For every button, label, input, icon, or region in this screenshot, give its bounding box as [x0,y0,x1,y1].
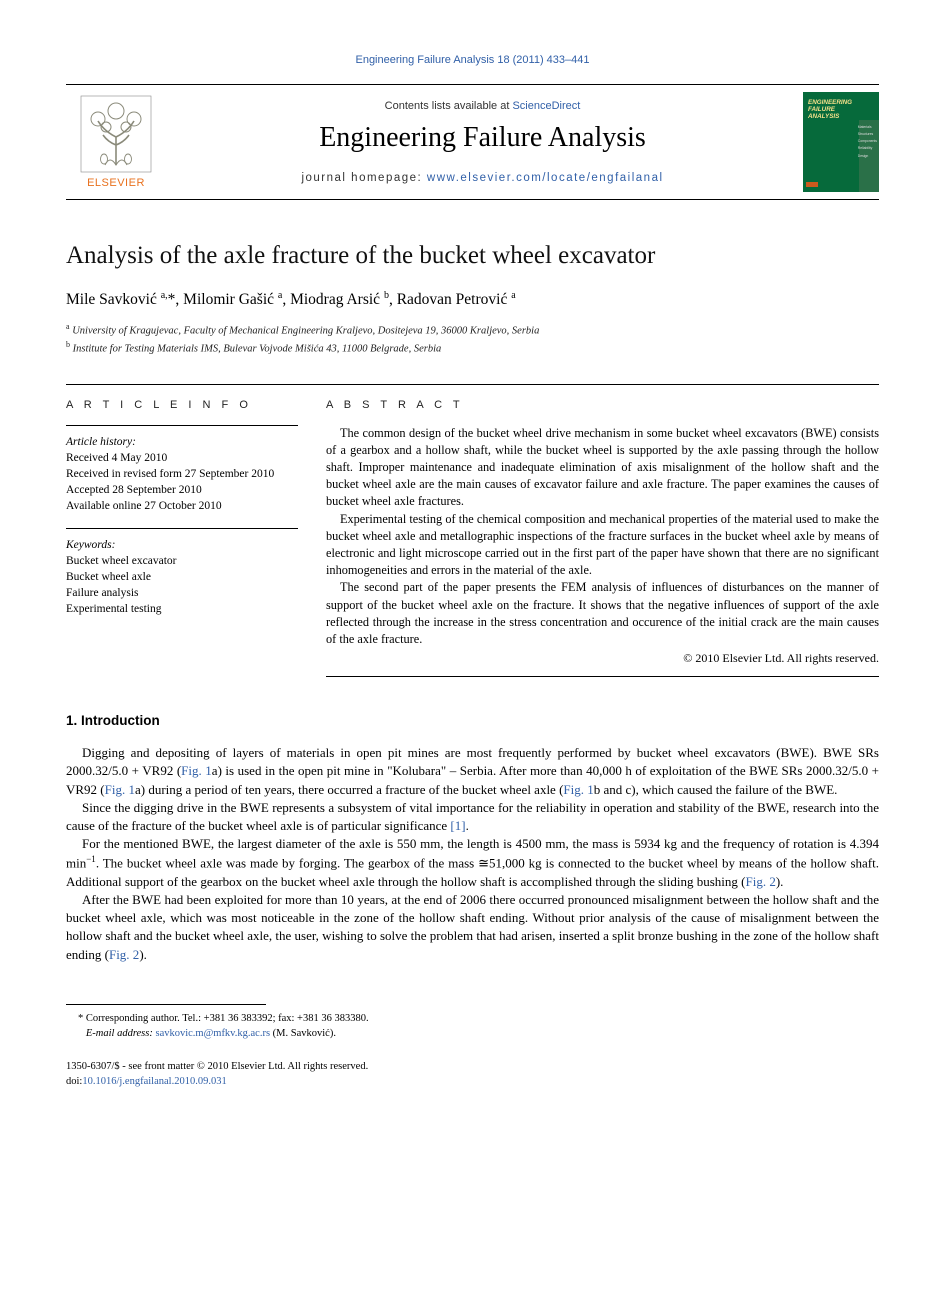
body-paragraph: For the mentioned BWE, the largest diame… [66,835,879,891]
divider [326,676,879,677]
fig-ref-link[interactable]: Fig. 2 [109,947,139,962]
elsevier-wordmark: ELSEVIER [87,177,145,189]
corr-email-link[interactable]: savkovic.m@mfkv.kg.ac.rs [155,1028,270,1039]
email-label: E-mail address: [86,1028,153,1039]
journal-header: ELSEVIER Contents lists available at Sci… [66,84,879,200]
abstract-heading: A B S T R A C T [326,399,879,411]
fig-ref-link[interactable]: Fig. 1 [105,782,135,797]
cite-ref-link[interactable]: [1] [450,818,465,833]
affiliations: a University of Kragujevac, Faculty of M… [66,321,879,357]
header-center: Contents lists available at ScienceDirec… [166,85,799,199]
abstract-paragraph: Experimental testing of the chemical com… [326,511,879,580]
keyword-item: Bucket wheel excavator [66,553,298,569]
keywords-label: Keywords: [66,537,298,553]
abstract-paragraph: The common design of the bucket wheel dr… [326,425,879,511]
keyword-item: Bucket wheel axle [66,569,298,585]
contents-prefix: Contents lists available at [385,100,513,112]
abstract-copyright: © 2010 Elsevier Ltd. All rights reserved… [326,651,879,666]
body-text: Digging and depositing of layers of mate… [66,744,879,964]
divider [66,425,298,426]
issn-line: 1350-6307/$ - see front matter © 2010 El… [66,1059,879,1074]
affiliation-item: a University of Kragujevac, Faculty of M… [66,321,879,339]
footnote-separator [66,1004,266,1005]
corr-email-who: (M. Savković). [273,1028,336,1039]
history-item: Available online 27 October 2010 [66,498,298,514]
corr-text: Corresponding author. Tel.: +381 36 3833… [86,1013,369,1024]
elsevier-logo[interactable]: ELSEVIER [66,85,166,199]
body-paragraph: After the BWE had been exploited for mor… [66,891,879,964]
fig-ref-link[interactable]: Fig. 1 [563,782,593,797]
elsevier-tree-icon [80,95,152,173]
fig-ref-link[interactable]: Fig. 2 [745,874,775,889]
history-item: Received in revised form 27 September 20… [66,466,298,482]
keywords-block: Keywords: Bucket wheel excavator Bucket … [66,537,298,617]
abstract-paragraph: The second part of the paper presents th… [326,579,879,648]
journal-name: Engineering Failure Analysis [170,122,795,154]
journal-cover-image: ENGINEERING FAILURE ANALYSIS Materials S… [803,92,879,192]
history-item: Accepted 28 September 2010 [66,482,298,498]
info-abstract-row: A R T I C L E I N F O Article history: R… [66,384,879,678]
article-title: Analysis of the axle fracture of the buc… [66,242,879,270]
article-info-column: A R T I C L E I N F O Article history: R… [66,385,322,678]
fig-ref-link[interactable]: Fig. 1 [181,763,212,778]
keyword-item: Failure analysis [66,585,298,601]
abstract-text: The common design of the bucket wheel dr… [326,425,879,649]
sciencedirect-link[interactable]: ScienceDirect [512,100,580,112]
corresponding-author-note: * Corresponding author. Tel.: +381 36 38… [66,1011,879,1041]
affiliation-item: b Institute for Testing Materials IMS, B… [66,339,879,357]
divider [66,528,298,529]
article-info-heading: A R T I C L E I N F O [66,399,298,411]
article-history-block: Article history: Received 4 May 2010 Rec… [66,434,298,514]
journal-cover-thumb[interactable]: ENGINEERING FAILURE ANALYSIS Materials S… [799,85,879,199]
homepage-prefix: journal homepage: [301,172,426,184]
body-paragraph: Since the digging drive in the BWE repre… [66,799,879,835]
history-item: Received 4 May 2010 [66,450,298,466]
citation-line[interactable]: Engineering Failure Analysis 18 (2011) 4… [66,54,879,66]
abstract-column: A B S T R A C T The common design of the… [322,385,879,678]
body-paragraph: Digging and depositing of layers of mate… [66,744,879,799]
footer-meta: 1350-6307/$ - see front matter © 2010 El… [66,1059,879,1089]
section-heading: 1. Introduction [66,713,879,728]
journal-homepage-link[interactable]: www.elsevier.com/locate/engfailanal [427,172,664,184]
doi-link[interactable]: 10.1016/j.engfailanal.2010.09.031 [82,1076,226,1087]
contents-available-line: Contents lists available at ScienceDirec… [170,100,795,112]
journal-homepage-line: journal homepage: www.elsevier.com/locat… [170,172,795,184]
article-history-label: Article history: [66,434,298,450]
corr-marker: * [78,1013,83,1024]
author-list: Mile Savković a,*, Milomir Gašić a, Miod… [66,290,879,309]
keyword-item: Experimental testing [66,601,298,617]
doi-label: doi: [66,1076,82,1087]
